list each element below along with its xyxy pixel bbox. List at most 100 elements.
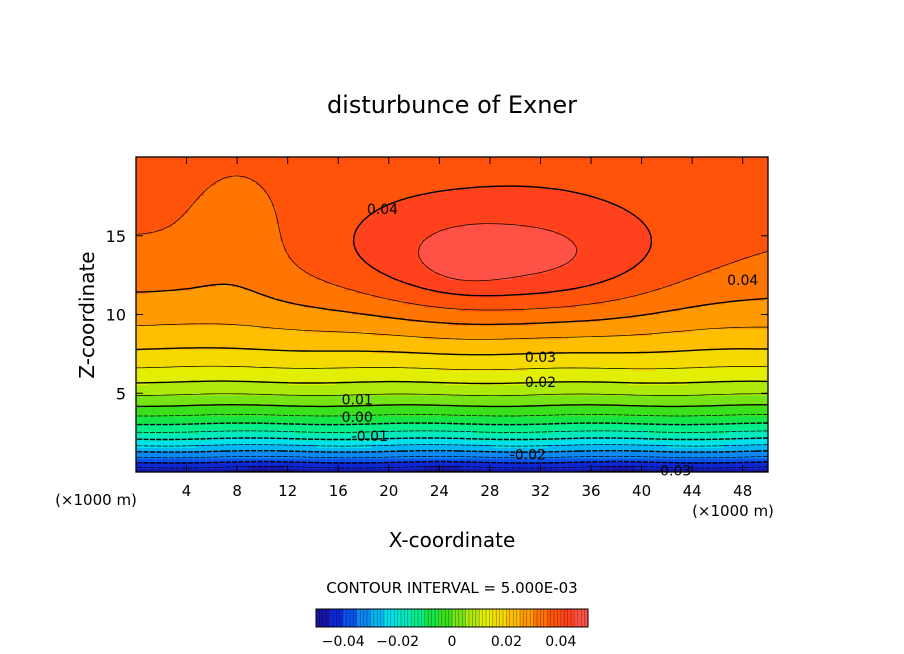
field-cell <box>464 388 469 393</box>
field-cell <box>448 423 453 428</box>
field-cell <box>324 444 329 449</box>
field-cell <box>648 405 653 410</box>
field-cell <box>672 454 677 459</box>
field-cell <box>344 395 349 400</box>
field-cell <box>140 367 145 372</box>
field-cell <box>664 433 669 438</box>
field-cell <box>232 370 237 375</box>
field-cell <box>428 451 433 456</box>
field-cell <box>644 423 649 428</box>
field-cell <box>764 440 768 445</box>
field-cell <box>440 426 445 431</box>
field-cell <box>744 409 749 414</box>
field-cell <box>532 374 537 379</box>
field-cell <box>748 367 753 372</box>
field-cell <box>660 405 665 410</box>
field-cell <box>144 412 149 417</box>
field-cell <box>676 461 681 466</box>
field-cell <box>212 430 217 435</box>
field-cell <box>272 367 277 372</box>
field-cell <box>520 440 525 445</box>
field-cell <box>616 440 621 445</box>
field-cell <box>244 405 249 410</box>
field-cell <box>324 412 329 417</box>
field-cell <box>748 461 753 466</box>
field-cell <box>324 419 329 424</box>
field-cell <box>712 374 717 379</box>
field-cell <box>140 454 145 459</box>
field-cell <box>748 423 753 428</box>
field-cell <box>588 377 593 382</box>
field-cell <box>468 363 473 368</box>
field-cell <box>148 405 153 410</box>
field-cell <box>432 409 437 414</box>
field-cell <box>412 384 417 389</box>
field-cell <box>260 423 265 428</box>
field-cell <box>424 405 429 410</box>
field-cell <box>672 458 677 463</box>
field-cell <box>440 363 445 368</box>
field-cell <box>372 426 377 431</box>
field-cell <box>732 447 737 452</box>
field-cell <box>152 433 157 438</box>
field-cell <box>264 437 269 442</box>
field-cell <box>720 381 725 386</box>
field-cell <box>292 374 297 379</box>
field-cell <box>672 391 677 396</box>
field-cell <box>432 402 437 407</box>
field-cell <box>352 409 357 414</box>
field-cell <box>296 370 301 375</box>
field-cell <box>276 419 281 424</box>
field-cell <box>164 370 169 375</box>
field-cell <box>304 377 309 382</box>
field-cell <box>452 409 457 414</box>
field-cell <box>216 409 221 414</box>
field-cell <box>532 384 537 389</box>
field-cell <box>332 416 337 421</box>
field-cell <box>412 437 417 442</box>
field-cell <box>244 377 249 382</box>
field-cell <box>636 444 641 449</box>
field-cell <box>204 419 209 424</box>
field-cell <box>192 384 197 389</box>
field-cell <box>596 363 601 368</box>
field-cell <box>276 402 281 407</box>
field-cell <box>576 451 581 456</box>
field-cell <box>224 447 229 452</box>
field-cell <box>508 468 513 472</box>
field-cell <box>144 440 149 445</box>
field-cell <box>340 416 345 421</box>
field-cell <box>504 405 509 410</box>
field-cell <box>136 402 141 407</box>
field-cell <box>604 367 609 372</box>
field-cell <box>272 360 277 365</box>
field-cell <box>456 458 461 463</box>
field-cell <box>520 433 525 438</box>
field-cell <box>380 433 385 438</box>
field-cell <box>656 440 661 445</box>
field-cell <box>736 423 741 428</box>
field-cell <box>664 416 669 421</box>
field-cell <box>420 430 425 435</box>
field-cell <box>236 468 241 472</box>
field-cell <box>452 430 457 435</box>
field-cell <box>444 360 449 365</box>
field-cell <box>188 416 193 421</box>
field-cell <box>552 412 557 417</box>
field-cell <box>476 440 481 445</box>
field-cell <box>200 433 205 438</box>
field-cell <box>552 440 557 445</box>
field-cell <box>728 398 733 403</box>
field-cell <box>460 419 465 424</box>
field-cell <box>296 395 301 400</box>
field-cell <box>376 381 381 386</box>
field-cell <box>468 402 473 407</box>
field-cell <box>204 412 209 417</box>
field-cell <box>500 377 505 382</box>
field-cell <box>208 451 213 456</box>
field-cell <box>420 447 425 452</box>
field-cell <box>320 447 325 452</box>
field-cell <box>444 447 449 452</box>
field-cell <box>280 458 285 463</box>
